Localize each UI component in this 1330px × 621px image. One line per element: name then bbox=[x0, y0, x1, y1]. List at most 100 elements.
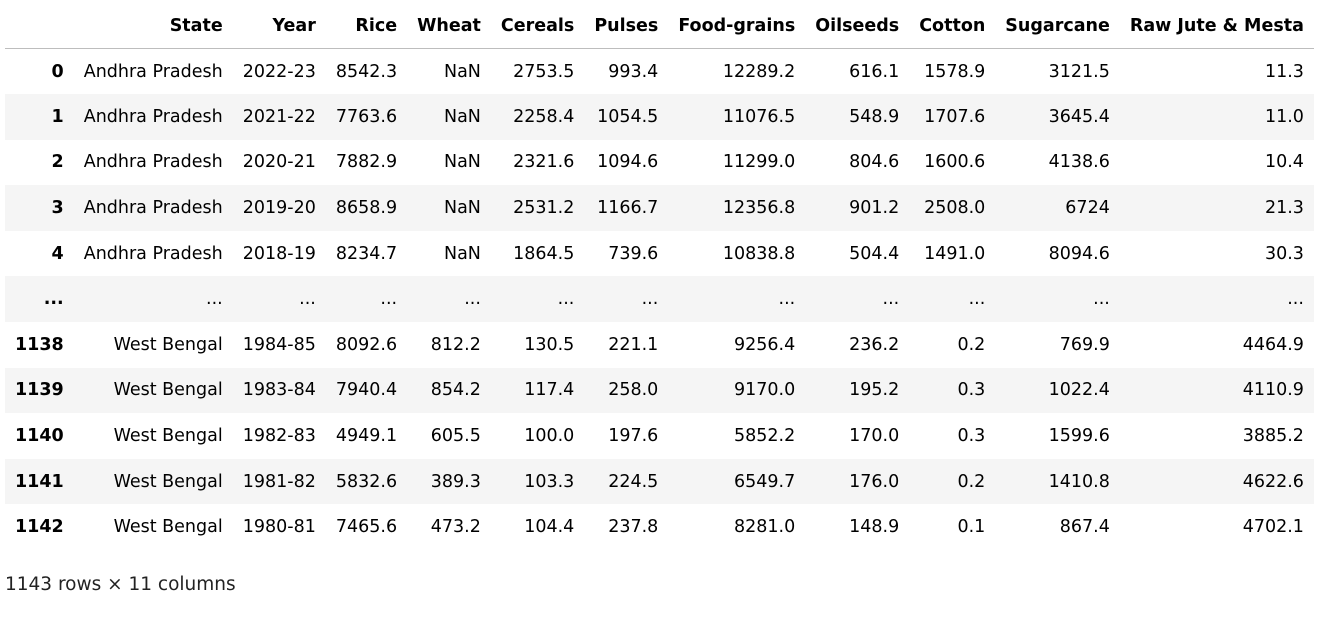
row-index: 3 bbox=[51, 198, 64, 219]
table-cell: 2018-19 bbox=[242, 243, 316, 264]
row-index: 1140 bbox=[15, 426, 64, 447]
table-cell: 12289.2 bbox=[722, 61, 796, 82]
table-cell: 8092.6 bbox=[335, 334, 398, 355]
table-cell: 10838.8 bbox=[722, 243, 796, 264]
table-cell: NaN bbox=[443, 61, 481, 82]
table-cell: 4949.1 bbox=[335, 426, 398, 447]
table-cell: 2019-20 bbox=[242, 198, 316, 219]
table-cell: 548.9 bbox=[849, 106, 900, 127]
table-cell: 7940.4 bbox=[335, 380, 398, 401]
column-header: Raw Jute & Mesta bbox=[1119, 4, 1314, 49]
table-cell: 8094.6 bbox=[1048, 243, 1110, 264]
table-cell: West Bengal bbox=[113, 334, 223, 355]
table-cell: 2021-22 bbox=[242, 106, 316, 127]
table-cell: West Bengal bbox=[113, 426, 223, 447]
table-cell: 7763.6 bbox=[335, 106, 398, 127]
row-index: 0 bbox=[51, 61, 64, 82]
table-cell: 993.4 bbox=[608, 61, 659, 82]
table-cell: 1166.7 bbox=[597, 198, 659, 219]
row-index: 1 bbox=[51, 106, 64, 127]
table-cell: 1600.6 bbox=[924, 152, 986, 173]
table-row: 1142 West Bengal 1980-81 7465.6 473.2 104.4 23… bbox=[5, 504, 1314, 551]
table-row: 1139 West Bengal 1983-84 7940.4 854.2 117.4 25… bbox=[5, 367, 1314, 414]
table-cell: 473.2 bbox=[430, 517, 481, 538]
table-cell: 2258.4 bbox=[513, 106, 575, 127]
row-index: 1138 bbox=[15, 334, 64, 355]
dataframe-shape-info: 1143 rows × 11 columns bbox=[5, 574, 236, 595]
table-cell: Andhra Pradesh bbox=[83, 106, 223, 127]
table-row: 0 Andhra Pradesh 2022-23 8542.3 NaN 2753.5 993… bbox=[5, 48, 1314, 95]
table-header: State Year Rice Wheat Cereals Pulses Food-grai… bbox=[5, 4, 1314, 49]
table-row: 1141 West Bengal 1981-82 5832.6 389.3 103.3 22… bbox=[5, 458, 1314, 505]
table-cell: 739.6 bbox=[608, 243, 659, 264]
row-index: 1142 bbox=[15, 517, 64, 538]
table-cell: 1983-84 bbox=[242, 380, 316, 401]
table-cell: 1984-85 bbox=[242, 334, 316, 355]
table-cell: 4110.9 bbox=[1242, 380, 1304, 401]
table-cell: 258.0 bbox=[608, 380, 659, 401]
table-cell: 195.2 bbox=[849, 380, 900, 401]
table-row: 1140 West Bengal 1982-83 4949.1 605.5 100.0 19… bbox=[5, 413, 1314, 459]
table-cell: 804.6 bbox=[849, 152, 900, 173]
table-cell: West Bengal bbox=[113, 517, 223, 538]
table-cell: ... bbox=[1093, 289, 1110, 310]
table-cell: 0.2 bbox=[957, 471, 986, 492]
column-header: Cotton bbox=[909, 4, 996, 49]
table-cell: 237.8 bbox=[608, 517, 659, 538]
index-column-header bbox=[5, 4, 74, 49]
table-cell: ... bbox=[557, 289, 575, 310]
table-cell: 117.4 bbox=[524, 380, 575, 401]
table-cell: 812.2 bbox=[430, 334, 481, 355]
table-cell: ... bbox=[778, 289, 796, 310]
table-cell: NaN bbox=[443, 243, 481, 264]
dataframe-table: State Year Rice Wheat Cereals Pulses Food-grai… bbox=[5, 4, 1314, 551]
table-cell: 11076.5 bbox=[722, 106, 796, 127]
table-cell: 901.2 bbox=[849, 198, 900, 219]
table-cell: 1981-82 bbox=[242, 471, 316, 492]
table-cell: 11299.0 bbox=[722, 152, 796, 173]
table-cell: 1054.5 bbox=[597, 106, 659, 127]
table-cell: West Bengal bbox=[113, 380, 223, 401]
table-cell: 2531.2 bbox=[513, 198, 575, 219]
table-cell: NaN bbox=[443, 152, 481, 173]
table-cell: ... bbox=[299, 289, 316, 310]
header-row: State Year Rice Wheat Cereals Pulses Food-grai… bbox=[5, 4, 1314, 49]
table-cell: ... bbox=[882, 289, 900, 310]
table-cell: 2321.6 bbox=[513, 152, 575, 173]
table-cell: Andhra Pradesh bbox=[83, 243, 223, 264]
table-cell: 6724 bbox=[1065, 198, 1110, 219]
table-cell: NaN bbox=[443, 106, 481, 127]
column-header: Pulses bbox=[584, 4, 669, 49]
table-cell: 4138.6 bbox=[1048, 152, 1110, 173]
column-header: Cereals bbox=[490, 4, 585, 49]
table-cell: 8542.3 bbox=[335, 61, 398, 82]
table-cell: ... bbox=[206, 289, 223, 310]
table-cell: 867.4 bbox=[1059, 517, 1110, 538]
column-header: Rice bbox=[325, 4, 408, 49]
table-cell: 7465.6 bbox=[335, 517, 398, 538]
table-cell: 1864.5 bbox=[513, 243, 575, 264]
table-cell: 9170.0 bbox=[734, 380, 796, 401]
table-cell: 1410.8 bbox=[1048, 471, 1110, 492]
table-cell: 4622.6 bbox=[1242, 471, 1304, 492]
table-cell: Andhra Pradesh bbox=[83, 198, 223, 219]
table-cell: 1707.6 bbox=[924, 106, 986, 127]
table-cell: Andhra Pradesh bbox=[83, 61, 223, 82]
table-cell: 148.9 bbox=[849, 517, 900, 538]
table-cell: 1022.4 bbox=[1048, 380, 1110, 401]
table-cell: 1094.6 bbox=[597, 152, 659, 173]
table-cell: 3885.2 bbox=[1242, 426, 1304, 447]
table-cell: 8281.0 bbox=[734, 517, 796, 538]
table-cell: NaN bbox=[443, 198, 481, 219]
table-cell: 176.0 bbox=[849, 471, 900, 492]
table-cell: 130.5 bbox=[524, 334, 575, 355]
ellipsis-row: .................................... bbox=[5, 276, 1314, 323]
table-row: 1 Andhra Pradesh 2021-22 7763.6 NaN 2258.4 105… bbox=[5, 94, 1314, 140]
table-cell: 5852.2 bbox=[734, 426, 796, 447]
table-cell: 12356.8 bbox=[722, 198, 796, 219]
table-cell: West Bengal bbox=[113, 471, 223, 492]
table-cell: 769.9 bbox=[1059, 334, 1110, 355]
table-cell: 6549.7 bbox=[734, 471, 796, 492]
row-index: 2 bbox=[51, 152, 64, 173]
table-cell: Andhra Pradesh bbox=[83, 152, 223, 173]
